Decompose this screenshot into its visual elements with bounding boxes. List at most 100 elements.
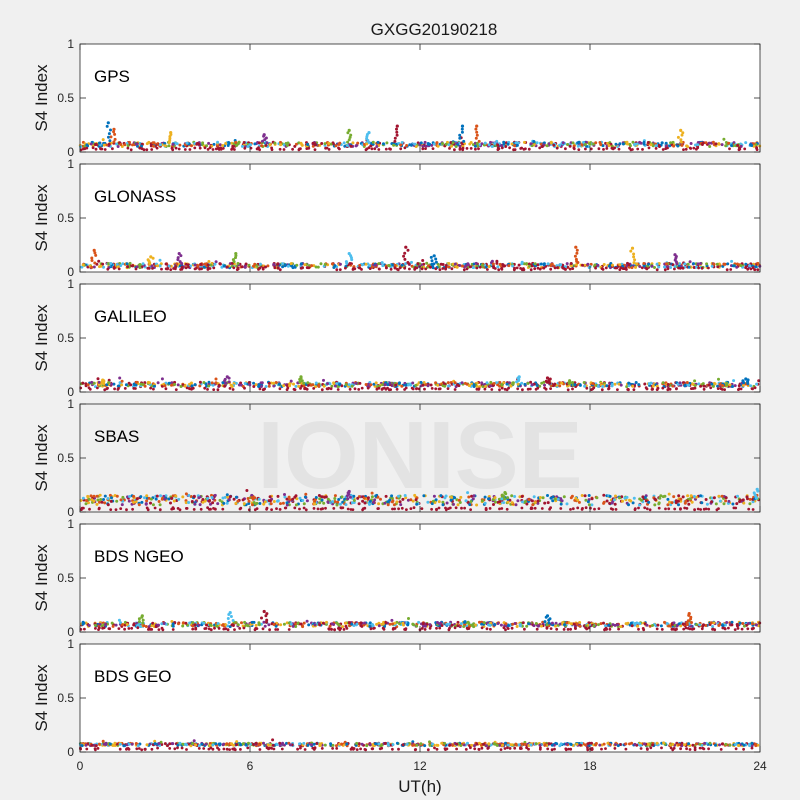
data-point: [335, 382, 339, 386]
data-point: [116, 145, 120, 148]
data-point: [666, 503, 670, 507]
data-point-spike: [632, 255, 636, 259]
data-point: [532, 140, 536, 143]
data-point: [322, 384, 326, 388]
data-point: [336, 388, 340, 391]
data-point: [644, 499, 648, 503]
data-point: [185, 507, 189, 510]
data-point: [127, 499, 131, 503]
data-point: [268, 499, 272, 503]
data-point: [536, 263, 540, 267]
data-point: [140, 500, 144, 504]
data-point: [687, 502, 691, 506]
data-point: [89, 494, 93, 498]
data-point: [527, 147, 531, 151]
data-point: [316, 507, 320, 511]
data-point: [92, 499, 96, 503]
data-point: [211, 383, 215, 387]
data-point: [155, 146, 159, 150]
data-point: [111, 147, 114, 151]
data-point: [276, 494, 280, 498]
data-point: [363, 621, 367, 625]
data-point-spike: [543, 620, 547, 624]
axes-background: [80, 644, 760, 752]
data-point: [86, 383, 90, 387]
data-point: [348, 621, 351, 625]
data-point: [699, 508, 702, 511]
data-point-spike: [146, 258, 150, 262]
data-point: [443, 741, 447, 745]
data-point-spike: [109, 128, 112, 132]
data-point: [707, 507, 711, 511]
data-point-spike: [90, 259, 94, 262]
data-point: [406, 498, 410, 502]
data-point-spike: [112, 127, 116, 131]
data-point: [522, 268, 526, 272]
data-point-spike: [234, 254, 238, 258]
data-point: [213, 262, 217, 266]
data-point-spike: [576, 261, 580, 264]
data-point-spike: [403, 257, 407, 261]
data-point: [202, 265, 206, 269]
data-point: [535, 384, 539, 387]
data-point: [508, 146, 511, 150]
data-point-spike: [108, 139, 112, 143]
data-point: [551, 499, 555, 503]
data-point: [431, 499, 435, 503]
data-point: [720, 388, 724, 391]
data-point: [272, 381, 276, 385]
data-point: [335, 268, 339, 272]
data-point: [707, 266, 710, 270]
data-point: [103, 494, 107, 498]
data-point: [508, 381, 511, 385]
data-point: [97, 380, 101, 384]
data-point: [467, 495, 471, 499]
data-point: [138, 266, 142, 270]
data-point: [571, 381, 575, 384]
data-point: [305, 619, 309, 623]
data-point: [468, 142, 472, 146]
data-point-spike: [349, 254, 353, 258]
data-point: [139, 495, 143, 499]
data-point: [240, 265, 244, 269]
data-point: [445, 501, 449, 505]
data-point: [272, 623, 276, 626]
data-point: [224, 142, 228, 145]
figure-title: GXGG20190218: [371, 20, 498, 39]
data-point: [263, 500, 267, 504]
data-point: [586, 262, 590, 266]
data-point: [754, 623, 758, 627]
data-point: [519, 147, 523, 150]
data-point: [587, 494, 591, 497]
data-point: [655, 627, 659, 631]
data-point-spike: [574, 257, 578, 261]
data-point: [562, 266, 565, 270]
data-point: [220, 265, 224, 269]
data-point: [267, 384, 271, 388]
data-point: [671, 384, 675, 388]
data-point: [325, 620, 328, 624]
data-point: [260, 381, 264, 385]
data-point: [351, 496, 355, 500]
data-point: [645, 507, 649, 511]
data-point: [628, 144, 632, 148]
data-point: [181, 495, 185, 499]
data-point: [566, 388, 570, 392]
data-point: [414, 383, 418, 387]
data-point: [343, 144, 347, 148]
data-point: [753, 386, 757, 390]
data-point: [274, 628, 278, 631]
data-point: [567, 621, 571, 625]
data-point: [245, 623, 248, 627]
data-point: [623, 267, 626, 270]
data-point: [502, 501, 506, 505]
data-point: [523, 627, 526, 631]
data-point: [203, 262, 207, 266]
data-point: [684, 499, 688, 503]
data-point: [370, 491, 374, 495]
data-point: [496, 148, 500, 152]
data-point: [585, 386, 589, 390]
data-point: [86, 265, 90, 269]
data-point: [193, 263, 197, 267]
data-point: [393, 621, 397, 625]
